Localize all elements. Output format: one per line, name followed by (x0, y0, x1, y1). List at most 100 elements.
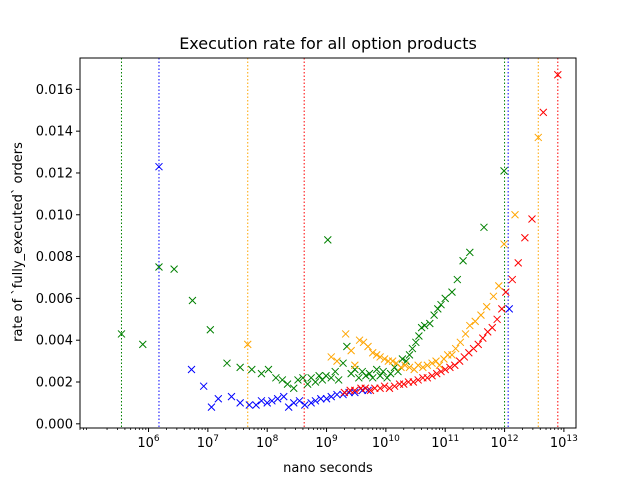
data-point (437, 367, 445, 376)
data-point (339, 359, 347, 368)
data-point (453, 275, 462, 284)
data-point (398, 355, 407, 363)
data-point (333, 390, 341, 399)
y-tick-label: 0.004 (36, 334, 73, 349)
data-point (494, 281, 503, 290)
data-point (372, 350, 381, 359)
data-point (477, 311, 485, 319)
data-point (446, 363, 454, 372)
y-tick-label: 0.008 (36, 250, 73, 265)
data-point (437, 300, 445, 309)
data-point (501, 288, 510, 296)
data-point (283, 380, 292, 388)
data-point (322, 371, 330, 380)
data-point (323, 236, 332, 244)
data-point (380, 355, 389, 363)
x-axis-label: nano seconds (283, 461, 373, 476)
data-point (430, 311, 438, 319)
data-point (245, 401, 254, 409)
data-point (408, 344, 417, 353)
data-point (214, 394, 223, 403)
y-tick-label: 0.010 (36, 208, 73, 223)
data-point (252, 401, 260, 409)
data-point (350, 361, 359, 370)
data-point (236, 399, 245, 407)
data-point (414, 376, 423, 384)
data-point (497, 304, 506, 313)
data-point (488, 323, 497, 332)
x-axis-ticks: 106 107 108 109 1010 1011 1012 1013 (79, 428, 578, 451)
data-point (227, 392, 236, 401)
data-point (419, 363, 427, 372)
data-point (316, 394, 325, 403)
data-point (199, 382, 208, 391)
data-point (478, 334, 487, 342)
chart-title: Execution rate for all option products (179, 34, 477, 53)
x-tick-label: 108 (256, 434, 279, 451)
data-point (247, 365, 256, 374)
data-point (364, 342, 372, 351)
data-point (376, 371, 384, 380)
data-point (155, 263, 163, 271)
y-axis-ticks: 0.000 0.002 0.004 0.006 0.008 0.010 0.012 0.014… (36, 83, 80, 432)
data-point (448, 288, 456, 296)
data-point (327, 373, 336, 382)
data-point (539, 108, 548, 117)
vertical-reference-lines (120, 58, 559, 428)
data-point (311, 378, 320, 386)
data-point (339, 390, 347, 399)
data-point (508, 275, 517, 284)
data-point (411, 338, 420, 347)
data-point (394, 367, 402, 376)
x-tick-label: 106 (137, 434, 160, 451)
data-point (155, 162, 163, 171)
data-point (414, 361, 423, 370)
data-point (170, 265, 178, 273)
data-point (397, 363, 405, 372)
data-point (206, 325, 215, 334)
data-point (493, 315, 501, 324)
data-point (423, 361, 432, 370)
data-point (514, 259, 523, 267)
data-point (289, 384, 298, 393)
data-point (207, 403, 216, 411)
data-point (480, 223, 488, 232)
data-point (284, 403, 293, 411)
y-tick-label: 0.000 (36, 417, 73, 432)
data-point (386, 369, 395, 378)
data-point (341, 330, 350, 338)
data-point (273, 394, 282, 403)
data-point (489, 292, 498, 301)
data-point (528, 215, 536, 223)
x-tick-label: 109 (315, 434, 338, 451)
data-point (263, 399, 272, 407)
data-point (461, 330, 470, 338)
data-point (441, 294, 450, 303)
data-point (299, 373, 307, 382)
data-point (448, 350, 456, 359)
data-point (482, 302, 491, 311)
data-point (300, 401, 309, 409)
plot-area-frame (79, 57, 577, 429)
y-tick-label: 0.014 (36, 125, 73, 140)
data-point (236, 363, 245, 372)
data-point (380, 382, 389, 391)
x-tick-label: 1012 (491, 434, 519, 451)
data-point (415, 332, 423, 340)
data-point (500, 240, 508, 248)
data-point (303, 380, 312, 388)
data-point (376, 353, 384, 361)
data-point (188, 296, 197, 305)
data-point (409, 378, 418, 386)
data-point (278, 376, 287, 384)
data-point (465, 321, 474, 330)
data-point (428, 359, 436, 368)
y-tick-label: 0.006 (36, 292, 73, 307)
data-point (362, 371, 370, 380)
data-point (385, 384, 394, 393)
data-point (268, 396, 276, 405)
data-point (117, 330, 126, 338)
data-point (505, 304, 514, 313)
data-point (307, 399, 315, 407)
y-tick-label: 0.002 (36, 376, 73, 391)
